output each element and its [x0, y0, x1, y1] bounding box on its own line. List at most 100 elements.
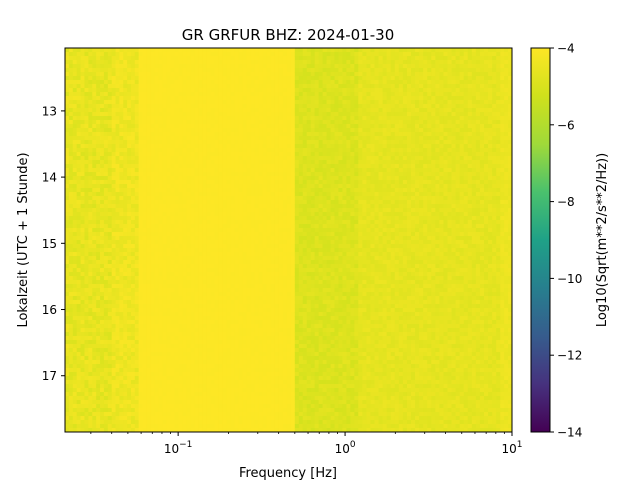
spectrogram-cell: [218, 304, 224, 309]
spectrogram-cell: [178, 336, 184, 341]
spectrogram-cell: [246, 132, 252, 137]
spectrogram-cell: [214, 184, 220, 189]
spectrogram-cell: [150, 264, 156, 269]
spectrogram-cell: [214, 260, 220, 265]
spectrogram-cell: [206, 180, 212, 185]
spectrogram-cell: [158, 128, 164, 133]
spectrogram-cell: [174, 268, 180, 273]
spectrogram-cell: [202, 252, 208, 257]
spectrogram-cell: [123, 132, 128, 137]
spectrogram-cell: [190, 248, 196, 253]
spectrogram-cell: [65, 88, 70, 93]
spectrogram-cell: [100, 316, 105, 321]
spectrogram-cell: [134, 176, 140, 181]
spectrogram-cell: [242, 352, 248, 357]
spectrogram-cell: [278, 364, 284, 369]
spectrogram-cell: [238, 260, 244, 265]
spectrogram-cell: [162, 52, 168, 57]
spectrogram-cell: [107, 116, 113, 121]
spectrogram-cell: [250, 160, 256, 165]
spectrogram-cell: [80, 108, 85, 113]
spectrogram-cell: [162, 260, 168, 265]
spectrogram-cell: [158, 64, 164, 69]
spectrogram-cell: [230, 344, 236, 349]
spectrogram-cell: [246, 112, 252, 117]
spectrogram-cell: [222, 168, 228, 173]
spectrogram-cell: [158, 48, 164, 53]
spectrogram-cell: [266, 136, 272, 141]
spectrogram-cell: [246, 224, 252, 229]
spectrogram-cell: [254, 276, 260, 281]
spectrogram-cell: [142, 264, 148, 269]
spectrogram-cell: [270, 116, 276, 121]
spectrogram-cell: [72, 424, 78, 429]
spectrogram-cell: [123, 280, 128, 285]
spectrogram-cell: [234, 112, 240, 117]
spectrogram-cell: [210, 172, 216, 177]
spectrogram-cell: [214, 304, 220, 309]
spectrogram-cell: [174, 248, 180, 253]
spectrogram-cell: [218, 188, 224, 193]
spectrogram-cell: [96, 216, 101, 221]
spectrogram-cell: [226, 360, 232, 365]
spectrogram-cell: [68, 248, 74, 253]
spectrogram-cell: [230, 296, 236, 301]
spectrogram-cell: [80, 416, 85, 421]
spectrogram-cell: [68, 288, 74, 293]
spectrogram-cell: [178, 240, 184, 245]
spectrogram-cell: [206, 232, 212, 237]
spectrogram-cell: [92, 328, 97, 333]
spectrogram-cell: [107, 216, 113, 221]
spectrogram-cell: [254, 144, 260, 149]
spectrogram-cell: [92, 164, 97, 169]
spectrogram-cell: [162, 284, 168, 289]
spectrogram-cell: [198, 280, 204, 285]
spectrogram-cell: [119, 404, 124, 409]
spectrogram-cell: [103, 332, 109, 337]
spectrogram-cell: [270, 340, 276, 345]
spectrogram-cell: [218, 80, 224, 85]
spectrogram-cell: [198, 88, 204, 93]
spectrogram-cell: [182, 276, 188, 281]
spectrogram-cell: [107, 396, 113, 401]
spectrogram-cell: [134, 236, 140, 241]
spectrogram-cell: [96, 72, 101, 77]
spectrogram-cell: [119, 112, 124, 117]
spectrogram-cell: [198, 328, 204, 333]
spectrogram-cell: [238, 248, 244, 253]
spectrogram-cell: [242, 144, 248, 149]
spectrogram-cell: [182, 312, 188, 317]
spectrogram-cell: [286, 364, 292, 369]
spectrogram-cell: [238, 240, 244, 245]
spectrogram-cell: [194, 252, 200, 257]
spectrogram-cell: [150, 276, 156, 281]
spectrogram-cell: [250, 104, 256, 109]
spectrogram-cell: [246, 368, 252, 373]
spectrogram-cell: [274, 168, 280, 173]
spectrogram-cell: [274, 268, 280, 273]
spectrogram-cell: [198, 216, 204, 221]
spectrogram-cell: [222, 92, 228, 97]
spectrogram-cell: [222, 228, 228, 233]
spectrogram-cell: [65, 336, 70, 341]
spectrogram-cell: [154, 272, 160, 277]
spectrogram-cell: [218, 172, 224, 177]
spectrogram-cell: [270, 276, 276, 281]
spectrogram-cell: [76, 284, 81, 289]
spectrogram-cell: [100, 324, 105, 329]
spectrogram-cell: [92, 220, 97, 225]
spectrogram-cell: [111, 332, 116, 337]
spectrogram-cell: [286, 120, 292, 125]
spectrogram-cell: [282, 228, 288, 233]
spectrogram-cell: [242, 104, 248, 109]
spectrogram-cell: [182, 76, 188, 81]
spectrogram-cell: [103, 424, 109, 429]
spectrogram-cell: [68, 416, 74, 421]
spectrogram-cell: [258, 96, 264, 101]
spectrogram-cell: [96, 364, 101, 369]
spectrogram-cell: [146, 216, 152, 221]
spectrogram-cell: [186, 192, 192, 197]
spectrogram-cell: [198, 188, 204, 193]
spectrogram-cell: [100, 420, 105, 425]
spectrogram-cell: [254, 224, 260, 229]
